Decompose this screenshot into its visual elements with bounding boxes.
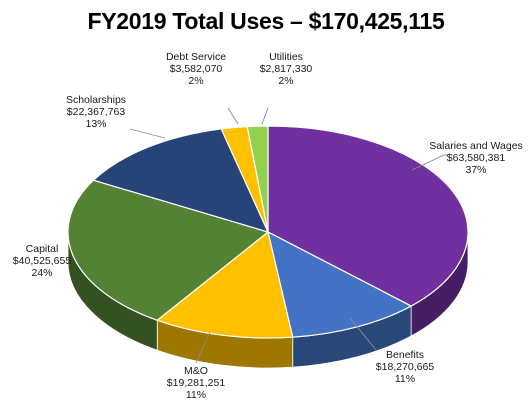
label-percent: 37%	[465, 164, 486, 176]
data-label-debt-service: Debt Service $3,582,070 2%	[166, 51, 226, 87]
data-label-scholarships: Scholarships $22,367,763 13%	[66, 94, 126, 130]
label-name: M&O	[184, 365, 208, 377]
slice-m-o	[156, 230, 294, 339]
leader-line-debt-service	[227, 107, 239, 125]
data-label-utilities: Utilities $2,817,330 2%	[260, 51, 313, 87]
label-percent: 13%	[85, 118, 106, 130]
data-label-benefits: Benefits $18,270,665 11%	[376, 349, 435, 385]
leader-line-utilities	[261, 107, 269, 125]
label-amount: $63,580,381	[447, 152, 506, 164]
leader-line-benefits	[349, 317, 377, 351]
label-amount: $19,281,251	[167, 377, 226, 389]
label-amount: $18,270,665	[376, 361, 435, 373]
label-name: Capital	[26, 243, 59, 255]
slice-scholarships	[92, 128, 270, 233]
label-amount: $40,525,655	[13, 255, 72, 267]
chart-title: FY2019 Total Uses – $170,425,115	[87, 8, 445, 34]
slice-salaries-and-wages	[267, 125, 469, 307]
leader-line-m-o	[195, 331, 211, 364]
label-percent: 11%	[186, 389, 206, 401]
label-name: Benefits	[386, 349, 424, 361]
label-name: Utilities	[269, 51, 303, 63]
label-amount: $22,367,763	[67, 106, 126, 118]
label-name: Salaries and Wages	[429, 140, 523, 152]
leader-line-scholarships	[129, 128, 166, 139]
label-name: Scholarships	[66, 94, 126, 106]
label-percent: 2%	[188, 75, 203, 87]
label-amount: $3,582,070	[170, 63, 223, 75]
data-label-capital: Capital $40,525,655 24%	[13, 243, 72, 279]
data-label-m-o: M&O $19,281,251 11%	[167, 365, 226, 401]
slice-utilities	[246, 125, 269, 233]
leader-line-salaries-and-wages	[411, 154, 448, 171]
label-percent: 24%	[31, 267, 52, 279]
label-amount: $2,817,330	[260, 63, 313, 75]
slice-capital	[67, 179, 270, 321]
label-name: Debt Service	[166, 51, 226, 63]
label-percent: 11%	[395, 373, 415, 385]
label-percent: 2%	[278, 75, 293, 87]
data-label-salaries-and-wages: Salaries and Wages $63,580,381 37%	[429, 140, 523, 176]
